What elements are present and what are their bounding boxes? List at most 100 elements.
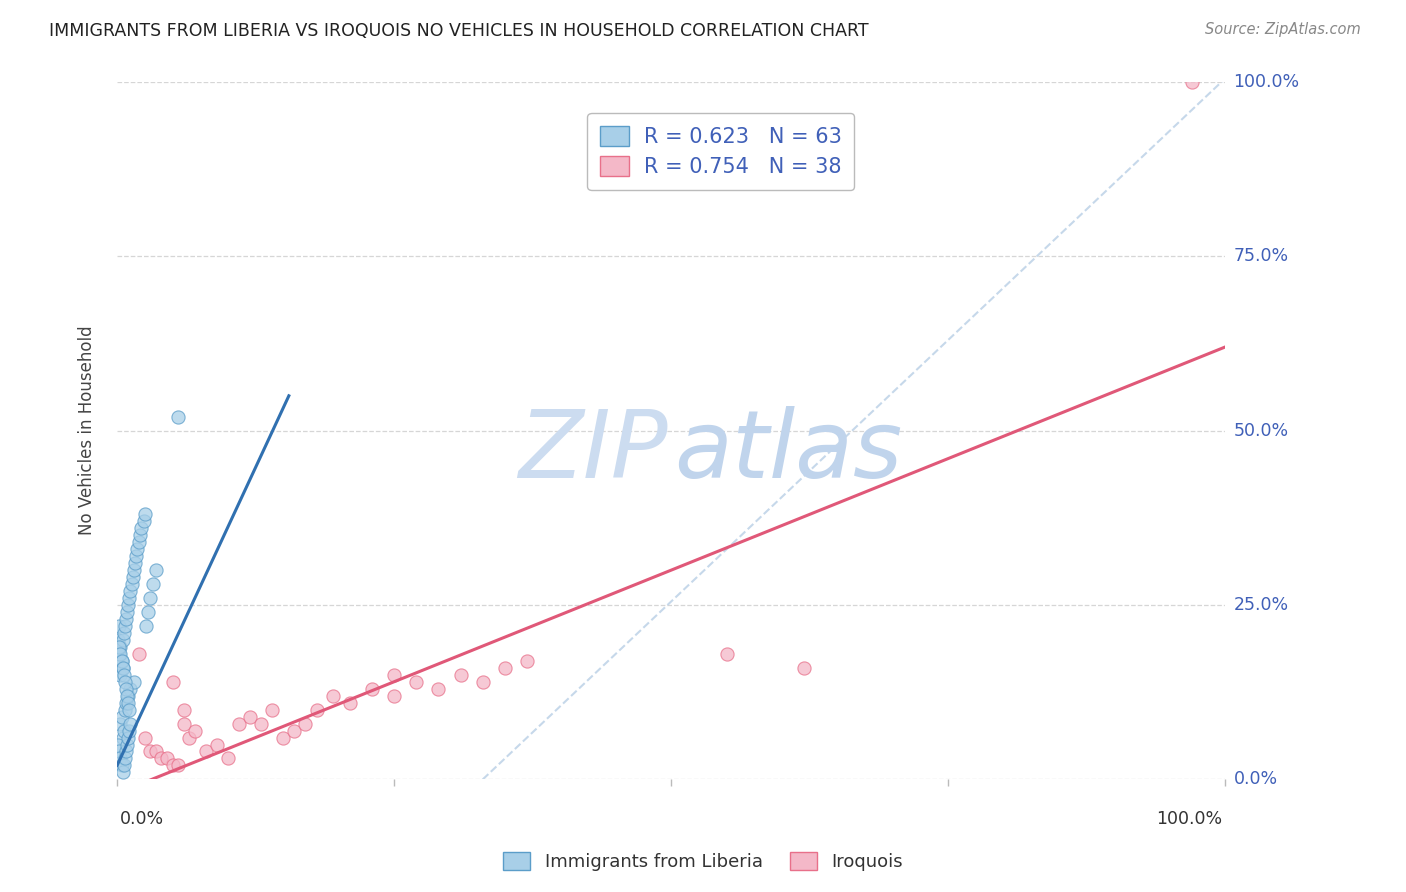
Point	[110, 667, 132, 681]
Point	[217, 751, 239, 765]
Point	[111, 765, 134, 780]
Point	[305, 703, 328, 717]
Point	[173, 703, 195, 717]
Point	[339, 696, 361, 710]
Point	[117, 598, 139, 612]
Point	[239, 709, 262, 723]
Point	[112, 758, 135, 772]
Point	[125, 549, 148, 564]
Point	[107, 738, 129, 752]
Point	[110, 716, 132, 731]
Point	[125, 542, 148, 557]
Text: atlas: atlas	[675, 406, 903, 497]
Point	[118, 723, 141, 738]
Point	[115, 689, 138, 703]
Point	[142, 577, 165, 591]
Point	[121, 577, 143, 591]
Point	[283, 723, 305, 738]
Text: 0.0%: 0.0%	[120, 810, 165, 828]
Point	[361, 681, 384, 696]
Point	[205, 738, 228, 752]
Point	[128, 647, 150, 661]
Point	[382, 667, 405, 681]
Point	[115, 605, 138, 619]
Point	[167, 409, 190, 424]
Point	[114, 674, 136, 689]
Text: 50.0%: 50.0%	[1233, 422, 1289, 440]
Point	[262, 703, 284, 717]
Point	[108, 647, 131, 661]
Legend: R = 0.623   N = 63, R = 0.754   N = 38: R = 0.623 N = 63, R = 0.754 N = 38	[588, 113, 853, 190]
Point	[121, 570, 143, 584]
Point	[112, 626, 135, 640]
Text: 100.0%: 100.0%	[1156, 810, 1222, 828]
Point	[136, 605, 159, 619]
Point	[120, 584, 142, 599]
Point	[110, 654, 132, 668]
Point	[716, 647, 738, 661]
Point	[108, 619, 131, 633]
Point	[145, 563, 167, 577]
Point	[110, 654, 132, 668]
Point	[793, 661, 815, 675]
Point	[115, 612, 138, 626]
Point	[139, 744, 162, 758]
Point	[131, 521, 153, 535]
Point	[122, 563, 145, 577]
Point	[427, 681, 450, 696]
Point	[135, 619, 157, 633]
Point	[139, 591, 162, 605]
Point	[129, 528, 152, 542]
Point	[162, 758, 184, 772]
Point	[122, 674, 145, 689]
Point	[128, 535, 150, 549]
Point	[115, 696, 138, 710]
Point	[111, 661, 134, 675]
Point	[132, 514, 155, 528]
Point	[114, 703, 136, 717]
Text: IMMIGRANTS FROM LIBERIA VS IROQUOIS NO VEHICLES IN HOUSEHOLD CORRELATION CHART: IMMIGRANTS FROM LIBERIA VS IROQUOIS NO V…	[49, 22, 869, 40]
Point	[115, 681, 138, 696]
Point	[1181, 75, 1204, 89]
Point	[120, 716, 142, 731]
Text: Source: ZipAtlas.com: Source: ZipAtlas.com	[1205, 22, 1361, 37]
Y-axis label: No Vehicles in Household: No Vehicles in Household	[79, 326, 96, 535]
Point	[124, 556, 146, 570]
Point	[110, 751, 132, 765]
Text: ZIP: ZIP	[519, 406, 668, 497]
Point	[382, 689, 405, 703]
Point	[117, 696, 139, 710]
Point	[167, 758, 190, 772]
Text: 75.0%: 75.0%	[1233, 247, 1289, 265]
Point	[112, 667, 135, 681]
Point	[114, 619, 136, 633]
Point	[134, 731, 156, 745]
Point	[450, 667, 472, 681]
Point	[145, 744, 167, 758]
Point	[405, 674, 427, 689]
Point	[173, 716, 195, 731]
Point	[134, 508, 156, 522]
Point	[228, 716, 250, 731]
Point	[117, 689, 139, 703]
Point	[179, 731, 201, 745]
Point	[183, 723, 205, 738]
Point	[110, 640, 132, 654]
Point	[110, 647, 132, 661]
Point	[118, 591, 141, 605]
Point	[111, 632, 134, 647]
Point	[250, 716, 273, 731]
Point	[516, 654, 538, 668]
Point	[108, 640, 131, 654]
Text: 25.0%: 25.0%	[1233, 596, 1289, 614]
Point	[114, 751, 136, 765]
Point	[194, 744, 217, 758]
Point	[111, 731, 134, 745]
Point	[494, 661, 516, 675]
Point	[110, 758, 132, 772]
Point	[162, 674, 184, 689]
Point	[115, 738, 138, 752]
Point	[111, 661, 134, 675]
Point	[117, 731, 139, 745]
Point	[107, 632, 129, 647]
